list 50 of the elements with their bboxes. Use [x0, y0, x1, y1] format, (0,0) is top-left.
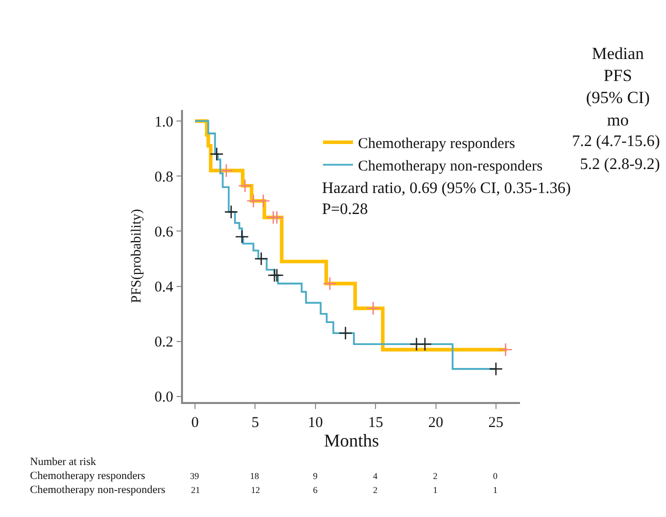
point	[238, 178, 252, 193]
text: Chemotherapy non-responders	[30, 484, 166, 496]
legend-label: Chemotherapy non-responders	[358, 158, 543, 175]
x-tick-label: 5	[251, 414, 259, 431]
text: 9	[313, 471, 318, 481]
text: 1	[433, 485, 438, 495]
text: 0	[493, 471, 498, 481]
text: 5.2 (2.8-9.2)	[580, 156, 660, 173]
text: 6	[313, 485, 318, 495]
point	[418, 337, 432, 352]
y-tick-label: 0.8	[154, 169, 174, 186]
legend-label: Chemotherapy responders	[358, 136, 516, 152]
text: Chemotherapy responders	[30, 470, 146, 482]
point	[488, 362, 503, 376]
point	[270, 268, 284, 282]
x-tick-label: 10	[308, 414, 323, 431]
text: 2	[433, 471, 438, 481]
point	[338, 326, 352, 340]
y-axis-title: PFS(probability)	[130, 208, 145, 304]
point	[219, 164, 234, 178]
y-tick-label: 0.4	[154, 280, 174, 296]
text: 2	[373, 485, 378, 495]
x-axis-title: Months	[324, 430, 380, 451]
point	[254, 252, 268, 266]
y-tick-label: 0.6	[154, 224, 174, 240]
point	[256, 194, 270, 208]
point	[235, 230, 249, 244]
point	[270, 210, 284, 224]
y-tick-label: 0.2	[154, 334, 174, 351]
text: 7.2 (4.7-15.6)	[572, 133, 660, 150]
x-tick-label: 0	[191, 414, 199, 431]
text: 21	[191, 485, 200, 495]
annotation: Hazard ratio, 0.69 (95% CI, 0.35-1.36) P=0.28	[322, 180, 571, 218]
point	[224, 204, 238, 219]
y-tick-label: 1.0	[154, 114, 174, 130]
text: Number at risk	[30, 456, 96, 468]
point	[498, 342, 513, 357]
x-tick-label: 20	[428, 414, 444, 431]
point	[366, 301, 380, 316]
x-tick-label: 25	[488, 414, 504, 431]
x-tick-label: 15	[368, 414, 384, 431]
text: 1	[493, 485, 498, 495]
y-tick-label: 0.0	[154, 390, 174, 406]
text: Median PFS (95% CI) mo	[586, 44, 650, 130]
text: 12	[251, 485, 260, 495]
text: 39	[190, 471, 200, 481]
point	[210, 147, 224, 162]
text: 18	[250, 471, 260, 481]
point	[322, 276, 337, 290]
text: 4	[373, 471, 378, 481]
